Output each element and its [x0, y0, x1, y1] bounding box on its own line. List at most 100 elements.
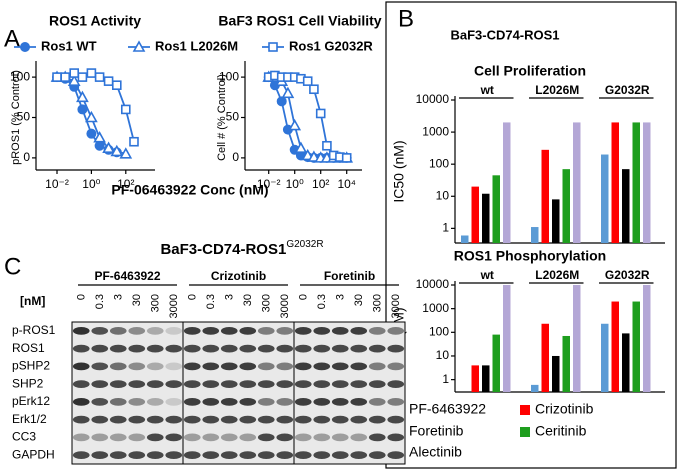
band — [109, 344, 127, 353]
band — [220, 451, 238, 460]
band — [202, 415, 220, 424]
x-tick-label: 10² — [312, 177, 329, 191]
panel-label: A — [4, 25, 20, 52]
band — [128, 380, 146, 389]
bar — [643, 285, 651, 392]
band — [294, 344, 312, 353]
x-axis-label: PF-06463922 Conc (nM) — [111, 182, 268, 198]
chart-title: ROS1 Activity — [49, 13, 141, 29]
dose-label: 30 — [353, 294, 365, 306]
band — [350, 362, 368, 371]
band — [202, 362, 220, 371]
y-tick-label: 50 — [17, 110, 31, 124]
band — [257, 362, 275, 371]
dose-label: 3 — [223, 294, 235, 300]
marker — [60, 72, 71, 82]
marker — [322, 140, 332, 151]
panel-label: B — [398, 5, 414, 32]
legend-label: Alectinib — [409, 444, 462, 460]
panel-title: BaF3-CD74-ROS1 — [450, 27, 559, 42]
x-tick-label: 10⁻² — [45, 177, 69, 191]
band — [276, 397, 294, 406]
band — [294, 397, 312, 406]
band — [331, 397, 349, 406]
bar — [541, 149, 549, 243]
band — [109, 433, 127, 442]
band — [331, 451, 349, 460]
row-label: Erk1/2 — [12, 412, 47, 426]
bar — [492, 334, 500, 392]
band — [91, 415, 109, 424]
bar — [482, 193, 490, 243]
marker — [77, 104, 88, 115]
dose-unit: [nM] — [20, 294, 45, 308]
marker — [52, 72, 62, 82]
fit-line — [268, 76, 347, 159]
marker — [307, 150, 321, 162]
x-tick-label: 10⁻² — [257, 177, 281, 191]
band — [368, 451, 386, 460]
band — [72, 415, 90, 424]
bar — [622, 333, 630, 392]
row-label: p-ROS1 — [12, 323, 56, 337]
dose-label: 0 — [297, 294, 309, 300]
marker — [129, 136, 139, 147]
y-tick-label: 1000 — [422, 301, 449, 315]
band — [368, 433, 386, 442]
y-axis-label: pROS1 (% Control) — [10, 70, 22, 165]
band — [387, 451, 405, 460]
band — [146, 451, 164, 460]
dose-label: 0 — [186, 294, 198, 300]
band — [257, 451, 275, 460]
row-label: GAPDH — [12, 447, 55, 461]
band — [220, 397, 238, 406]
marker — [315, 108, 326, 119]
band — [276, 362, 294, 371]
bar — [573, 122, 581, 243]
band — [183, 397, 201, 406]
band — [91, 344, 109, 353]
band — [91, 362, 109, 371]
row-label: pSHP2 — [12, 359, 50, 373]
band — [276, 415, 294, 424]
band — [368, 380, 386, 389]
marker — [85, 110, 98, 123]
y-tick-label: 1 — [442, 372, 449, 386]
bar — [632, 301, 640, 392]
bar — [622, 169, 630, 243]
row-label: pErk12 — [12, 394, 50, 408]
band — [257, 344, 275, 353]
dose-label: 30 — [131, 294, 143, 306]
dose-label: 3 — [112, 294, 124, 300]
band — [387, 415, 405, 424]
y-tick-label: 100 — [429, 156, 449, 170]
bar — [601, 323, 609, 392]
band — [109, 397, 127, 406]
band — [183, 433, 201, 442]
marker — [120, 104, 131, 115]
band — [109, 362, 127, 371]
marker — [19, 41, 30, 52]
band — [128, 326, 146, 335]
band — [368, 362, 386, 371]
band — [387, 326, 405, 335]
marker — [309, 84, 319, 95]
chart-title: ROS1 Phosphorylation — [454, 248, 606, 264]
marker — [276, 96, 287, 107]
dose-label: 3000 — [390, 294, 402, 318]
band — [387, 380, 405, 389]
band — [72, 397, 90, 406]
bar — [471, 186, 479, 243]
band — [146, 362, 164, 371]
band — [146, 433, 164, 442]
band — [183, 451, 201, 460]
bar — [611, 122, 619, 243]
band — [387, 344, 405, 353]
band — [350, 415, 368, 424]
band — [276, 433, 294, 442]
band — [220, 344, 238, 353]
band — [239, 380, 257, 389]
band — [387, 397, 405, 406]
category-label: wt — [480, 268, 494, 282]
drug-label: Crizotinib — [211, 269, 266, 283]
